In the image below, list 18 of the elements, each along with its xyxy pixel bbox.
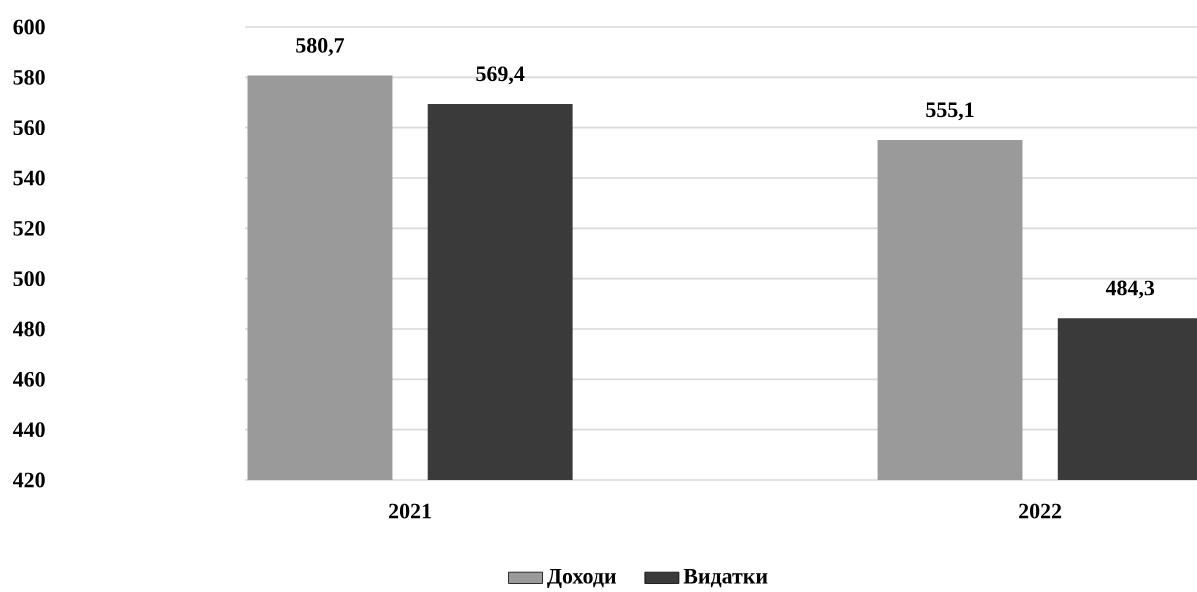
legend-label: Доходи bbox=[547, 569, 617, 589]
y-tick-label: 560 bbox=[13, 120, 45, 136]
y-tick-label: 440 bbox=[13, 422, 45, 438]
y-tick-label: 520 bbox=[13, 220, 45, 236]
data-label: 569,4 bbox=[476, 66, 525, 85]
data-label: 580,7 bbox=[296, 37, 345, 56]
x-tick-label: 2021 bbox=[389, 503, 431, 519]
y-tick-label: 540 bbox=[13, 170, 45, 186]
y-tick-label: 420 bbox=[13, 472, 45, 488]
x-tick-label: 2022 bbox=[1019, 503, 1062, 519]
y-tick-label: 460 bbox=[13, 371, 45, 387]
y-tick-label: 600 bbox=[13, 19, 45, 35]
y-tick-label: 500 bbox=[13, 271, 45, 287]
y-tick-label: 580 bbox=[13, 69, 45, 85]
y-tick-label: 480 bbox=[13, 321, 45, 337]
data-label: 484,3 bbox=[1105, 280, 1155, 299]
legend-label: Видатки bbox=[683, 569, 768, 588]
data-label: 555,1 bbox=[926, 102, 974, 121]
